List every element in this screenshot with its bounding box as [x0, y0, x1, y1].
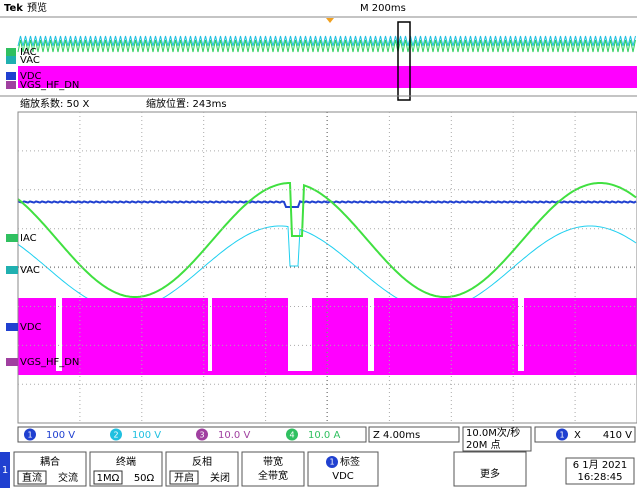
- mode: 预览: [27, 1, 47, 14]
- menu-button[interactable]: [307, 451, 379, 487]
- trig-ch: 1: [559, 431, 564, 440]
- date: 6 1月 2021: [573, 459, 628, 471]
- menu-title: 耦合: [40, 455, 60, 468]
- ch-badge: [196, 428, 208, 441]
- vgs-block: [212, 298, 288, 372]
- ov-marker: [6, 81, 16, 89]
- ch-label: VGS_HF_DN: [20, 357, 79, 368]
- menu-button[interactable]: [241, 451, 305, 487]
- ch-marker: [6, 234, 18, 242]
- opt-sel: [17, 470, 47, 485]
- ch-marker: [6, 358, 18, 366]
- vgs-block: [524, 298, 637, 372]
- vgs-block: [312, 298, 368, 372]
- opt-sel: [169, 470, 199, 485]
- ch-marker: [6, 266, 18, 274]
- opt-sel: [93, 470, 123, 485]
- menu-value: 全带宽: [258, 469, 288, 482]
- menu-option: 交流: [58, 471, 78, 484]
- menu-option: 50Ω: [134, 473, 155, 484]
- side-tab: [0, 452, 10, 488]
- ov-marker: [6, 56, 16, 64]
- trig-badge: [556, 428, 568, 441]
- record: 20M 点: [466, 439, 501, 451]
- menu-button[interactable]: [165, 451, 239, 487]
- date-box: [565, 457, 635, 485]
- overview-vgs: [18, 66, 637, 88]
- label-num: 1: [329, 458, 334, 467]
- iac-wave: [17, 182, 637, 298]
- vdc-wave: [17, 200, 637, 208]
- trigger-pos: [326, 18, 334, 23]
- ov-label: VDC: [20, 71, 42, 82]
- ov-marker: [6, 72, 16, 80]
- menu-option: 1MΩ: [97, 473, 120, 484]
- side-num: 1: [2, 465, 8, 476]
- ch-label: VDC: [20, 322, 42, 333]
- menu-option: 关闭: [210, 471, 230, 484]
- zoom-factor: 缩放系数: 50 X: [20, 97, 89, 110]
- timebase: M 200ms: [360, 3, 406, 14]
- ch-scale: 100 V: [132, 430, 161, 441]
- label-badge: [326, 456, 338, 468]
- ch-num: 3: [199, 431, 204, 440]
- brand: Tek: [4, 3, 23, 14]
- label-value: VDC: [332, 471, 354, 482]
- menu-title: 终端: [116, 455, 136, 468]
- ch-box: [17, 426, 367, 443]
- ov-label: VAC: [20, 55, 40, 66]
- menu-button[interactable]: [453, 451, 527, 487]
- menu-title: 带宽: [263, 455, 283, 468]
- ch-badge: [24, 428, 36, 441]
- ch-scale: 100 V: [46, 430, 75, 441]
- vgs-block: [374, 298, 518, 372]
- label-title: 标签: [340, 455, 360, 468]
- ch-scale: 10.0 V: [218, 430, 250, 441]
- menu-option: 开启: [174, 471, 194, 484]
- sample-rate: 10.0M次/秒: [466, 426, 520, 439]
- ch-label: VAC: [20, 265, 40, 276]
- trig-level: 410 V: [603, 430, 632, 441]
- ch-num: 1: [27, 431, 32, 440]
- zoom-scale: Z 4.00ms: [373, 430, 420, 441]
- ch-num: 4: [289, 431, 294, 440]
- ch-marker: [6, 323, 18, 331]
- overview-vac: [17, 35, 636, 47]
- ch-num: 2: [113, 431, 118, 440]
- ch-label: IAC: [20, 233, 37, 244]
- menu-title: 反相: [192, 455, 212, 468]
- zoom-box: [368, 426, 460, 443]
- trig-sym: X: [574, 430, 581, 441]
- menu-option: 直流: [22, 471, 42, 484]
- zoom-bracket: [397, 21, 411, 101]
- ch-badge: [110, 428, 122, 441]
- graticule: [18, 112, 637, 423]
- ov-label: IAC: [20, 47, 37, 58]
- ch-badge: [286, 428, 298, 441]
- more: 更多: [480, 467, 500, 480]
- menu-button[interactable]: [89, 451, 163, 487]
- vgs-block: [18, 298, 56, 372]
- time: 16:28:45: [578, 472, 623, 483]
- menu-button[interactable]: [13, 451, 87, 487]
- vgs-block: [62, 298, 208, 372]
- status-bar: 1 100 V 2 100 V 3 10.0 V 4 10.0 A Z 4.00ms 10.0M次…: [17, 426, 636, 452]
- ch-scale: 10.0 A: [308, 430, 340, 441]
- zoom-position: 缩放位置: 243ms: [146, 97, 227, 110]
- overview-iac: [17, 39, 636, 53]
- ov-marker: [6, 48, 16, 56]
- ov-label: VGS_HF_DN: [20, 80, 79, 91]
- rate-box: [462, 426, 532, 452]
